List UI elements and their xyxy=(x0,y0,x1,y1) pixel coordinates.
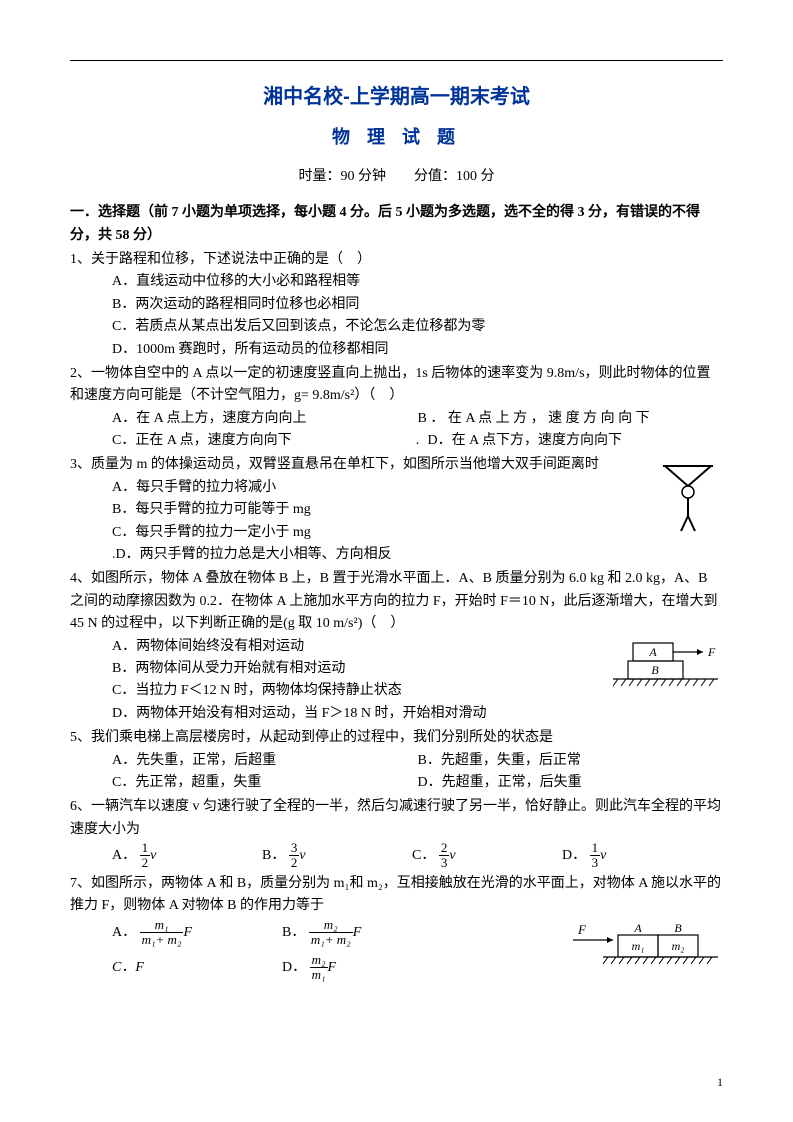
q7-a-frac: m₁m₁+ m₂ xyxy=(140,918,184,948)
q3-option-d: .D．两只手臂的拉力总是大小相等、方向相反 xyxy=(70,544,723,566)
q6-option-b: B． 32v xyxy=(262,841,412,871)
exam-title: 湘中名校-上学期高一期末考试 xyxy=(70,81,723,113)
q7-d-suffix: F xyxy=(328,960,337,975)
q6-options: A． 12v B． 32v C． 23v D． 13v xyxy=(70,841,723,871)
q7-option-d: D． m₂m₁F xyxy=(282,953,452,983)
fig7-B: B xyxy=(674,921,682,935)
fig7-m2: m₂ xyxy=(672,939,685,953)
fig4-B: B xyxy=(651,663,659,677)
block-figure: A B F xyxy=(613,638,723,693)
q7-row1: A． m₁m₁+ m₂F B． m₂m₁+ m₂F xyxy=(70,918,555,948)
question-7: 7、如图所示，两物体 A 和 B，质量分别为 m₁和 m₂，互相接触放在光滑的水… xyxy=(70,873,723,983)
q6-d-label: D． xyxy=(562,848,586,863)
q7-d-label: D． xyxy=(282,960,306,975)
gymnast-figure xyxy=(653,456,723,536)
q4-option-d: D．两物体开始没有相对运动，当 F＞18 N 时，开始相对滑动 xyxy=(70,703,723,725)
q2-dot: . xyxy=(408,430,428,452)
q1-stem: 1、关于路程和位移，下述说法中正确的是（ ） xyxy=(70,249,723,271)
q6-c-frac: 23 xyxy=(439,841,450,871)
q2-option-c: C．正在 A 点，速度方向向下 xyxy=(70,430,408,452)
q6-stem: 6、一辆汽车以速度 v 匀速行驶了全程的一半，然后匀减速行驶了另一半，恰好静止。… xyxy=(70,796,723,841)
q6-d-suffix: v xyxy=(600,848,606,863)
q2-stem: 2、一物体自空中的 A 点以一定的初速度竖直向上抛出，1s 后物体的速率变为 9… xyxy=(70,363,723,408)
page-number: 1 xyxy=(717,1073,723,1092)
fig4-F: F xyxy=(707,645,716,659)
question-6: 6、一辆汽车以速度 v 匀速行驶了全程的一半，然后匀减速行驶了另一半，恰好静止。… xyxy=(70,796,723,870)
question-2: 2、一物体自空中的 A 点以一定的初速度竖直向上抛出，1s 后物体的速率变为 9… xyxy=(70,363,723,453)
q1-option-d: D．1000m 赛跑时，所有运动员的位移都相同 xyxy=(70,339,723,361)
top-rule xyxy=(70,60,723,61)
q1-option-b: B．两次运动的路程相同时位移也必相同 xyxy=(70,294,723,316)
q7-b-frac: m₂m₁+ m₂ xyxy=(309,918,353,948)
q6-b-frac: 32 xyxy=(289,841,300,871)
q1-option-c: C．若质点从某点出发后又回到该点，不论怎么走位移都为零 xyxy=(70,316,723,338)
fig7-A: A xyxy=(633,921,642,935)
q5-option-d: D．先超重，正常，后失重 xyxy=(418,772,724,794)
q7-c-label: C．F xyxy=(112,960,144,975)
q7-option-c: C．F xyxy=(112,957,282,979)
q5-stem: 5、我们乘电梯上高层楼房时，从起动到停止的过程中，我们分别所处的状态是 xyxy=(70,727,723,749)
fig7-F: F xyxy=(577,922,587,937)
fig7-m1: m₁ xyxy=(632,939,645,953)
q2-option-d: D．在 A 点下方，速度方向向下 xyxy=(428,430,724,452)
q7-stem: 7、如图所示，两物体 A 和 B，质量分别为 m₁和 m₂，互相接触放在光滑的水… xyxy=(70,873,723,918)
push-blocks-figure: F A m₁ B m₂ xyxy=(563,920,723,975)
q5-option-a: A．先失重，正常，后超重 xyxy=(112,750,418,772)
q5-row1: A．先失重，正常，后超重 B．先超重，失重，后正常 xyxy=(70,750,723,772)
q7-row2: C．F D． m₂m₁F xyxy=(70,953,555,983)
q6-c-suffix: v xyxy=(449,848,455,863)
q3-option-c: C．每只手臂的拉力一定小于 mg xyxy=(70,522,723,544)
q1-option-a: A．直线运动中位移的大小必和路程相等 xyxy=(70,271,723,293)
q7-d-frac: m₂m₁ xyxy=(310,953,328,983)
q6-a-label: A． xyxy=(112,848,136,863)
q6-b-suffix: v xyxy=(299,848,305,863)
q3-option-a: A．每只手臂的拉力将减小 xyxy=(70,477,723,499)
q2-option-a: A．在 A 点上方，速度方向向上 xyxy=(70,408,418,430)
q6-option-d: D． 13v xyxy=(562,841,712,871)
exam-page: 湘中名校-上学期高一期末考试 物 理 试 题 时量：90 分钟 分值：100 分… xyxy=(0,0,793,1122)
q7-option-a: A． m₁m₁+ m₂F xyxy=(112,918,282,948)
q6-b-label: B． xyxy=(262,848,285,863)
exam-meta: 时量：90 分钟 分值：100 分 xyxy=(70,166,723,188)
question-3: 3、质量为 m 的体操运动员，双臂竖直悬吊在单杠下，如图所示当他增大双手间距离时… xyxy=(70,454,723,566)
q7-a-suffix: F xyxy=(183,925,192,940)
q2-option-b: B ． 在 A 点 上 方 ， 速 度 方 向 向 下 xyxy=(418,408,724,430)
q6-option-c: C． 23v xyxy=(412,841,562,871)
q2-row1: A．在 A 点上方，速度方向向上 B ． 在 A 点 上 方 ， 速 度 方 向… xyxy=(70,408,723,430)
q5-option-c: C．先正常，超重，失重 xyxy=(112,772,418,794)
q5-row2: C．先正常，超重，失重 D．先超重，正常，后失重 xyxy=(70,772,723,794)
q3-stem: 3、质量为 m 的体操运动员，双臂竖直悬吊在单杠下，如图所示当他增大双手间距离时 xyxy=(70,454,723,476)
q6-c-label: C． xyxy=(412,848,435,863)
q7-b-suffix: F xyxy=(353,925,362,940)
fig4-A: A xyxy=(648,645,657,659)
exam-subtitle: 物 理 试 题 xyxy=(70,123,723,152)
q7-option-b: B． m₂m₁+ m₂F xyxy=(282,918,452,948)
question-1: 1、关于路程和位移，下述说法中正确的是（ ） A．直线运动中位移的大小必和路程相… xyxy=(70,249,723,361)
q3-option-b: B．每只手臂的拉力可能等于 mg xyxy=(70,499,723,521)
q7-a-label: A． xyxy=(112,925,136,940)
question-4: 4、如图所示，物体 A 叠放在物体 B 上，B 置于光滑水平面上．A、B 质量分… xyxy=(70,568,723,725)
q7-b-label: B． xyxy=(282,925,305,940)
question-5: 5、我们乘电梯上高层楼房时，从起动到停止的过程中，我们分别所处的状态是 A．先失… xyxy=(70,727,723,794)
q2-row2: C．正在 A 点，速度方向向下 . D．在 A 点下方，速度方向向下 xyxy=(70,430,723,452)
q6-option-a: A． 12v xyxy=(112,841,262,871)
q6-a-frac: 12 xyxy=(140,841,151,871)
section-1-header: 一．选择题（前 7 小题为单项选择，每小题 4 分。后 5 小题为多选题，选不全… xyxy=(70,202,723,247)
q5-option-b: B．先超重，失重，后正常 xyxy=(418,750,724,772)
q6-d-frac: 13 xyxy=(590,841,601,871)
q6-a-suffix: v xyxy=(150,848,156,863)
q4-stem: 4、如图所示，物体 A 叠放在物体 B 上，B 置于光滑水平面上．A、B 质量分… xyxy=(70,568,723,635)
